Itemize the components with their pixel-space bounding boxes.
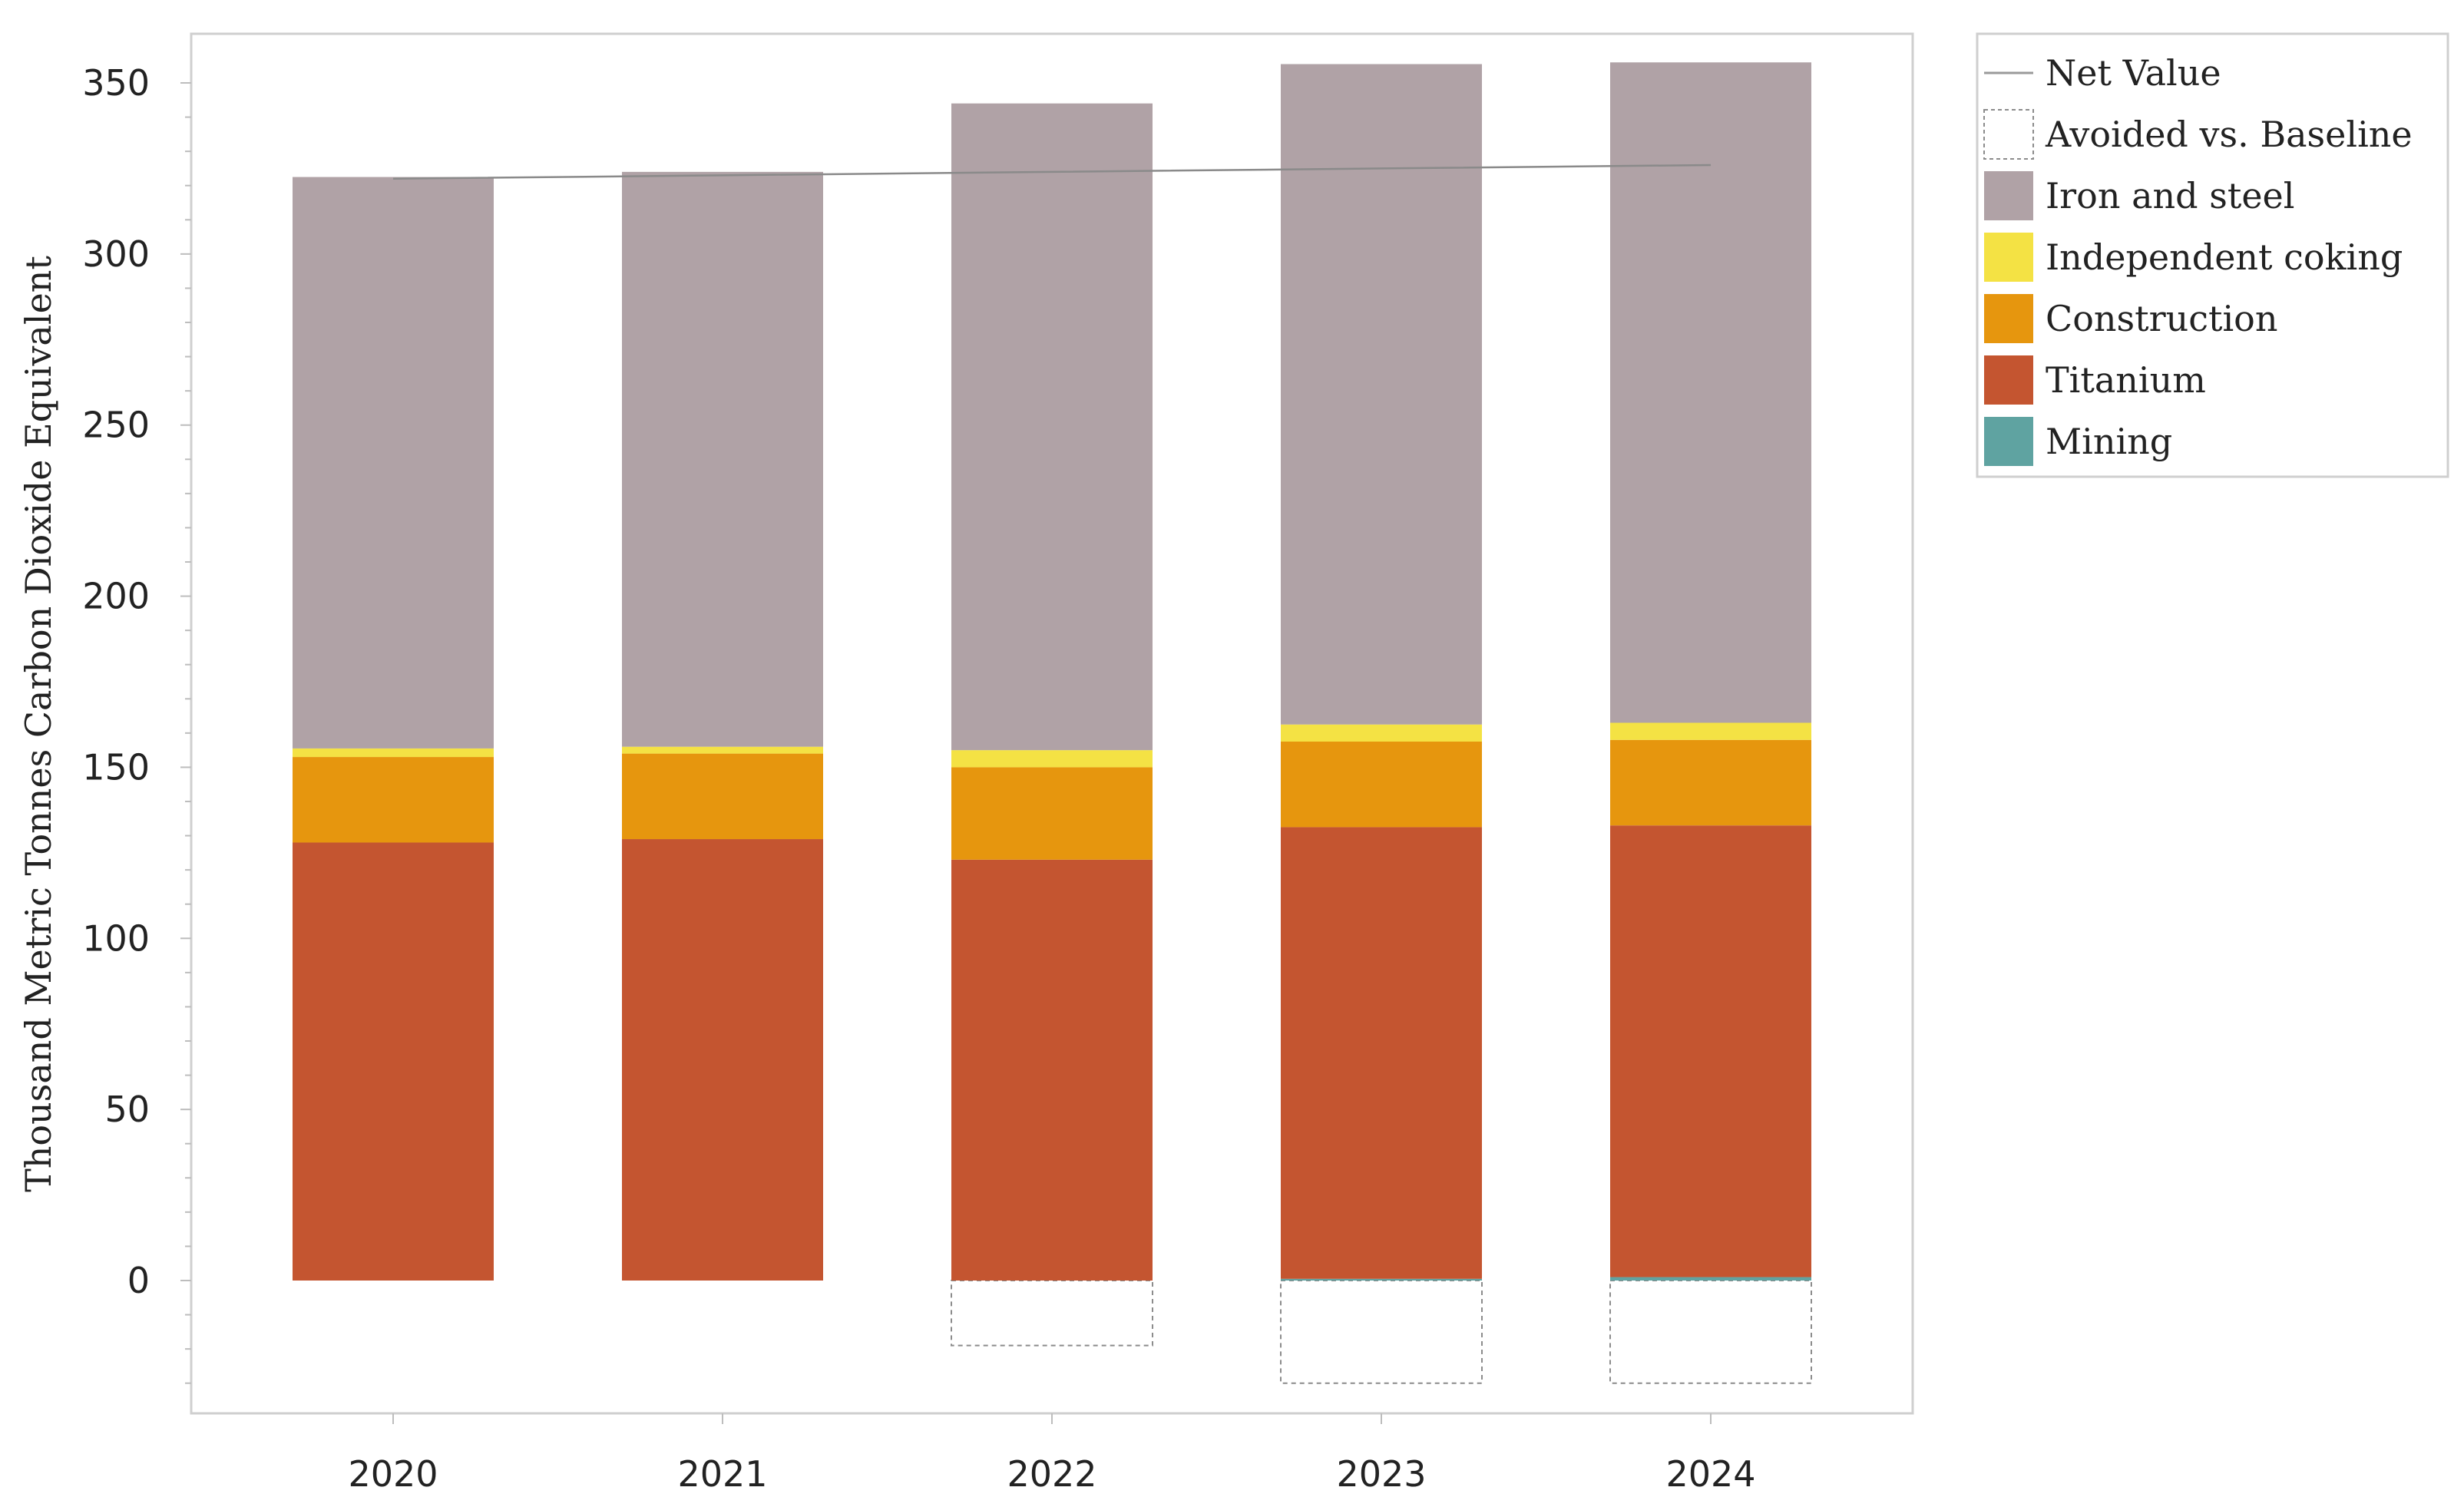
- y-tick-label: 0: [127, 1260, 150, 1301]
- bar-iron-and-steel-2022: [951, 103, 1153, 751]
- x-tick-label: 2024: [1665, 1453, 1755, 1495]
- legend-swatch-mining: [1984, 417, 2033, 466]
- legend-swatch-construction: [1984, 294, 2033, 343]
- bars-layer: [293, 62, 1811, 1281]
- x-tick-label: 2021: [677, 1453, 767, 1495]
- y-tick-label: 50: [104, 1089, 150, 1130]
- bar-independent-coking-2021: [622, 746, 823, 754]
- net-layer: [392, 164, 1712, 180]
- bar-construction-2024: [1610, 739, 1811, 826]
- legend-swatch-avoided-vs-baseline: [1983, 109, 2034, 160]
- y-tick-label: 250: [82, 405, 150, 446]
- bar-iron-and-steel-2021: [622, 171, 823, 747]
- avoided-layer: [951, 1280, 1812, 1384]
- bar-titanium-2022: [951, 859, 1153, 1281]
- legend-label-mining: Mining: [2046, 421, 2172, 462]
- y-axis-title: Thousand Metric Tonnes Carbon Dioxide Eq…: [18, 256, 59, 1192]
- y-axis: 0 50 100 150 200 250 300 350: [82, 34, 193, 1413]
- legend-label-avoided-vs-baseline: Avoided vs. Baseline: [2045, 114, 2413, 155]
- bar-titanium-2024: [1610, 825, 1811, 1277]
- avoided-bar-2023: [1280, 1280, 1483, 1384]
- avoided-bar-2024: [1609, 1280, 1812, 1384]
- bar-iron-and-steel-2024: [1610, 62, 1811, 723]
- y-tick-label: 150: [82, 746, 150, 788]
- bar-independent-coking-2024: [1610, 722, 1811, 740]
- bar-titanium-2020: [293, 842, 494, 1281]
- bar-independent-coking-2023: [1281, 724, 1482, 742]
- y-tick-label: 200: [82, 576, 150, 617]
- bar-mining-2024: [1610, 1277, 1811, 1281]
- bar-construction-2020: [293, 757, 494, 843]
- x-axis: 2020 2021 2022 2023 2024: [191, 1412, 1913, 1495]
- bar-titanium-2023: [1281, 827, 1482, 1279]
- bar-iron-and-steel-2020: [293, 177, 494, 749]
- avoided-bar-2022: [951, 1280, 1153, 1347]
- legend-swatch-iron-and-steel: [1984, 171, 2033, 220]
- legend-label-independent-coking: Independent coking: [2046, 236, 2403, 278]
- legend-label-titanium: Titanium: [2046, 359, 2206, 401]
- y-tick-label: 100: [82, 917, 150, 959]
- y-tick-label: 350: [82, 62, 150, 104]
- legend-label-net-value: Net Value: [2046, 52, 2221, 94]
- x-tick-label: 2023: [1336, 1453, 1426, 1495]
- bar-mining-2023: [1281, 1278, 1482, 1281]
- legend-swatch-titanium: [1984, 355, 2033, 405]
- legend-label-construction: Construction: [2046, 298, 2278, 339]
- legend: Net Value Avoided vs. Baseline Iron and st…: [1976, 32, 2449, 478]
- legend-frame: [1976, 32, 2449, 478]
- legend-label-iron-and-steel: Iron and steel: [2046, 175, 2294, 216]
- bar-titanium-2021: [622, 839, 823, 1281]
- bar-independent-coking-2022: [951, 750, 1153, 768]
- bar-construction-2021: [622, 753, 823, 840]
- y-tick-label: 300: [82, 233, 150, 275]
- bar-independent-coking-2020: [293, 748, 494, 758]
- legend-swatch-independent-coking: [1984, 233, 2033, 282]
- bar-construction-2023: [1281, 742, 1482, 828]
- x-tick-label: 2022: [1007, 1453, 1096, 1495]
- bar-construction-2022: [951, 767, 1153, 860]
- x-tick-label: 2020: [348, 1453, 438, 1495]
- bar-iron-and-steel-2023: [1281, 64, 1482, 725]
